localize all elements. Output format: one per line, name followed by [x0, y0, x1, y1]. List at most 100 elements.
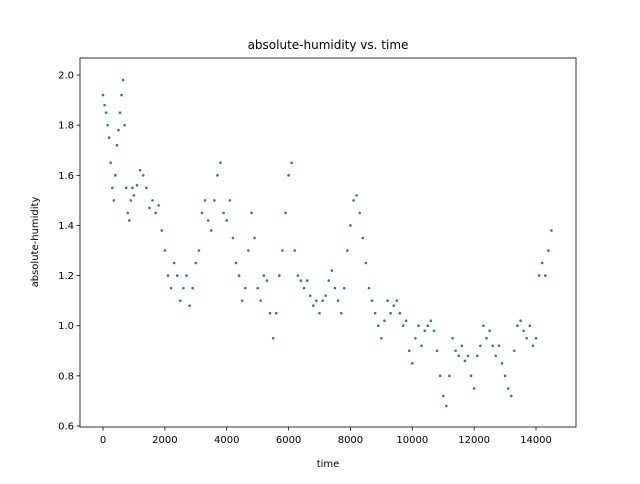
data-point	[268, 311, 272, 315]
data-point	[259, 299, 263, 302]
data-point	[454, 349, 457, 353]
data-point	[503, 374, 507, 378]
data-point	[327, 279, 331, 282]
data-point	[380, 336, 383, 340]
x-tick-label: 6000	[276, 435, 301, 446]
data-point	[101, 93, 105, 97]
data-point	[106, 123, 109, 127]
data-point	[389, 311, 392, 315]
data-point	[287, 174, 290, 177]
data-point	[426, 324, 430, 328]
data-point	[414, 336, 417, 340]
data-point	[274, 311, 278, 315]
data-point	[441, 394, 445, 398]
data-point	[213, 199, 216, 202]
data-point	[370, 299, 374, 302]
data-point	[302, 286, 306, 290]
data-point	[115, 143, 119, 147]
data-point	[491, 344, 495, 348]
data-point	[124, 186, 128, 190]
data-point	[451, 336, 454, 340]
data-point	[191, 286, 195, 290]
data-point	[342, 286, 346, 290]
data-point	[148, 206, 151, 210]
data-point	[172, 261, 176, 265]
data-point	[460, 344, 464, 348]
data-point	[308, 294, 312, 297]
data-point	[114, 174, 117, 177]
data-point	[120, 93, 123, 97]
data-point	[383, 319, 386, 323]
data-point	[367, 286, 371, 290]
data-point	[407, 349, 411, 353]
data-point	[330, 269, 334, 272]
data-point	[240, 299, 244, 302]
data-point	[121, 78, 125, 82]
data-point	[163, 249, 167, 252]
data-point	[127, 219, 131, 222]
y-axis-label: absolute-humidity	[30, 197, 41, 288]
y-tick-label: 2.0	[58, 71, 74, 82]
data-point	[132, 194, 136, 197]
data-point	[358, 211, 362, 215]
data-point	[522, 329, 525, 333]
data-point	[305, 279, 309, 282]
data-point	[256, 286, 259, 290]
data-point	[519, 319, 522, 323]
data-point	[395, 299, 399, 302]
data-point	[457, 354, 460, 358]
data-point	[435, 349, 439, 353]
x-tick-label: 14000	[520, 435, 552, 446]
data-point	[531, 344, 535, 348]
data-point	[423, 329, 426, 333]
data-point	[398, 311, 402, 315]
data-point	[472, 387, 476, 390]
data-point	[290, 161, 293, 165]
data-point	[278, 274, 281, 277]
data-point	[417, 324, 420, 328]
y-tick-label: 1.8	[58, 121, 74, 132]
data-point	[497, 344, 501, 348]
data-point	[336, 299, 340, 302]
data-point	[250, 211, 253, 215]
data-point	[253, 236, 256, 240]
data-point	[151, 199, 154, 202]
data-point	[543, 274, 547, 277]
data-point	[333, 286, 337, 290]
data-point	[216, 174, 219, 177]
data-point	[188, 304, 191, 307]
x-tick-label: 2000	[152, 435, 177, 446]
data-point	[131, 186, 134, 190]
x-tick-label: 8000	[338, 435, 363, 446]
data-point	[537, 274, 541, 277]
chart-title: absolute-humidity vs. time	[248, 38, 409, 52]
data-point	[516, 324, 519, 328]
data-point	[547, 249, 550, 252]
data-point	[138, 169, 142, 172]
data-point	[284, 211, 287, 215]
x-axis-label: time	[317, 459, 340, 470]
data-point	[145, 186, 148, 190]
data-point	[209, 229, 213, 232]
data-point	[243, 286, 247, 290]
data-point	[160, 229, 164, 232]
y-tick-label: 0.6	[58, 421, 74, 432]
data-point	[231, 236, 235, 240]
x-tick-label: 10000	[396, 435, 428, 446]
data-point	[349, 224, 352, 227]
data-point	[296, 274, 300, 277]
data-point	[200, 211, 204, 215]
data-point	[420, 344, 423, 348]
data-point	[540, 261, 544, 265]
data-point	[404, 319, 408, 323]
data-point	[513, 349, 516, 353]
data-point	[525, 336, 529, 340]
data-point	[166, 274, 170, 277]
data-point	[482, 324, 485, 328]
y-tick-label: 1.6	[58, 171, 74, 182]
data-point	[448, 374, 451, 378]
data-point	[312, 304, 315, 307]
data-point	[299, 279, 303, 282]
data-point	[103, 103, 106, 107]
